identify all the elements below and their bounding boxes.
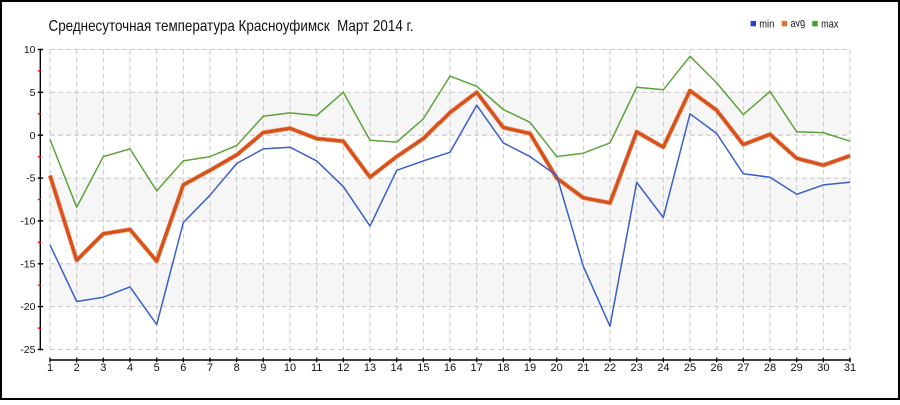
svg-text:21: 21: [577, 362, 589, 374]
svg-text:avg: avg: [790, 17, 806, 30]
svg-text:6: 6: [180, 362, 186, 374]
svg-text:28: 28: [764, 362, 776, 374]
svg-text:7: 7: [207, 362, 213, 374]
svg-text:Среднесуточная температура Кра: Среднесуточная температура Красноуфимск …: [49, 18, 414, 35]
svg-text:15: 15: [417, 362, 429, 374]
svg-text:9: 9: [260, 362, 266, 374]
svg-text:24: 24: [657, 362, 669, 374]
svg-text:4: 4: [127, 362, 133, 374]
svg-text:5: 5: [154, 362, 160, 374]
svg-text:-10: -10: [20, 216, 35, 228]
svg-text:max: max: [821, 18, 839, 30]
svg-text:12: 12: [337, 362, 349, 374]
svg-text:min: min: [759, 18, 774, 30]
svg-text:27: 27: [737, 362, 749, 374]
svg-text:11: 11: [311, 362, 322, 374]
svg-text:-15: -15: [20, 258, 35, 270]
svg-text:31: 31: [844, 362, 856, 374]
svg-text:10: 10: [24, 44, 36, 56]
svg-text:17: 17: [471, 362, 483, 374]
svg-text:29: 29: [791, 362, 803, 374]
svg-text:16: 16: [444, 362, 456, 374]
svg-text:20: 20: [551, 362, 563, 374]
svg-text:-20: -20: [20, 301, 35, 313]
svg-text:18: 18: [497, 362, 509, 374]
svg-text:13: 13: [364, 362, 376, 374]
svg-text:-5: -5: [26, 173, 35, 185]
svg-text:25: 25: [684, 362, 696, 374]
svg-text:22: 22: [604, 362, 616, 374]
svg-text:-25: -25: [20, 344, 35, 356]
svg-text:23: 23: [631, 362, 643, 374]
svg-text:14: 14: [391, 362, 403, 374]
svg-text:26: 26: [711, 362, 723, 374]
svg-text:10: 10: [284, 362, 296, 374]
svg-text:0: 0: [30, 130, 36, 142]
svg-text:1: 1: [47, 362, 53, 374]
svg-text:8: 8: [234, 362, 240, 374]
svg-text:5: 5: [30, 87, 36, 99]
svg-text:3: 3: [100, 362, 106, 374]
svg-text:19: 19: [524, 362, 536, 374]
svg-text:30: 30: [817, 362, 829, 374]
svg-text:2: 2: [74, 362, 80, 374]
